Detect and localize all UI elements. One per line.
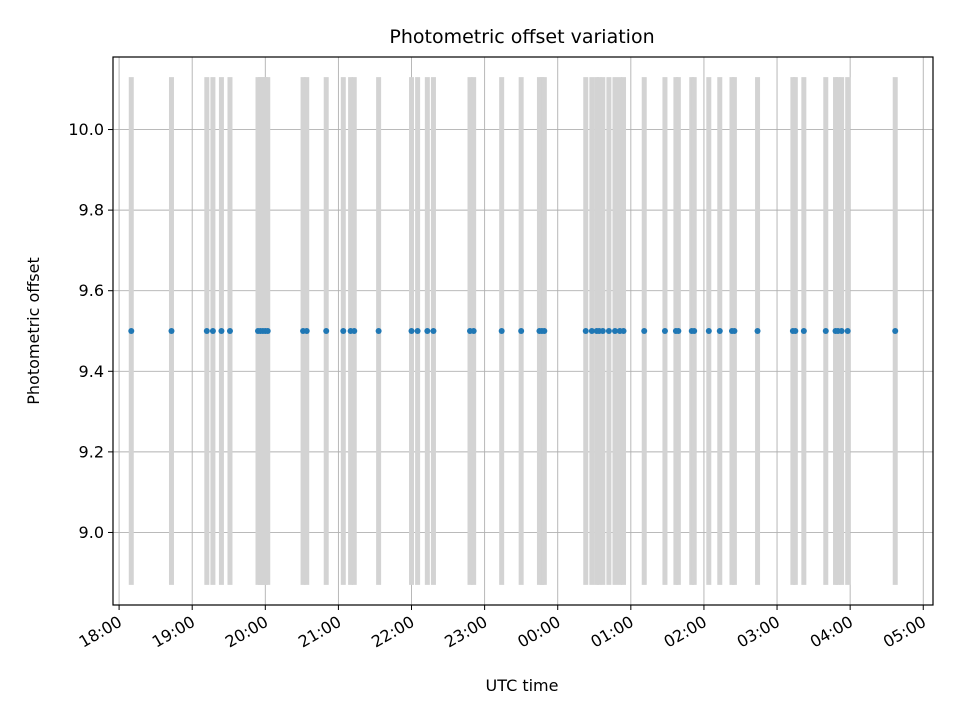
y-axis: 9.0 9.2 9.4 9.6 9.8 10.0	[68, 120, 113, 542]
y-tick-label: 10.0	[68, 120, 104, 139]
data-point	[822, 328, 829, 334]
data-point	[498, 328, 505, 334]
y-tick-label: 9.6	[79, 281, 104, 300]
data-point	[620, 328, 627, 334]
data-point	[218, 328, 225, 334]
data-point	[599, 328, 606, 334]
data-point	[303, 328, 310, 334]
data-point	[605, 328, 612, 334]
data-point	[323, 328, 330, 334]
data-point	[892, 328, 899, 334]
data-point	[705, 328, 712, 334]
y-tick-label: 9.2	[79, 442, 104, 461]
data-point	[800, 328, 807, 334]
data-point	[264, 328, 271, 334]
y-axis-label: Photometric offset	[24, 257, 43, 405]
data-point	[675, 328, 682, 334]
data-point	[128, 328, 135, 334]
y-tick-label: 9.0	[79, 523, 104, 542]
data-point	[838, 328, 845, 334]
data-point	[209, 328, 216, 334]
data-point	[844, 328, 851, 334]
x-axis-label: UTC time	[486, 676, 559, 695]
data-point	[588, 328, 595, 334]
data-point	[611, 328, 618, 334]
data-point	[168, 328, 175, 334]
data-point	[340, 328, 347, 334]
y-tick-label: 9.4	[79, 362, 104, 381]
data-point	[430, 328, 437, 334]
data-point	[541, 328, 548, 334]
chart-title: Photometric offset variation	[389, 26, 654, 48]
data-point	[351, 328, 358, 334]
data-point	[375, 328, 382, 334]
data-points	[128, 328, 899, 334]
data-point	[792, 328, 799, 334]
data-point	[414, 328, 421, 334]
data-point	[691, 328, 698, 334]
data-point	[470, 328, 477, 334]
data-point	[226, 328, 233, 334]
y-tick-label: 9.8	[79, 201, 104, 220]
data-point	[641, 328, 648, 334]
data-point	[424, 328, 431, 334]
data-point	[518, 328, 525, 334]
data-point	[408, 328, 415, 334]
data-point	[754, 328, 761, 334]
data-point	[716, 328, 723, 334]
data-point	[731, 328, 738, 334]
plot-frame	[112, 56, 934, 606]
data-point	[582, 328, 589, 334]
data-point	[203, 328, 210, 334]
data-point	[661, 328, 668, 334]
